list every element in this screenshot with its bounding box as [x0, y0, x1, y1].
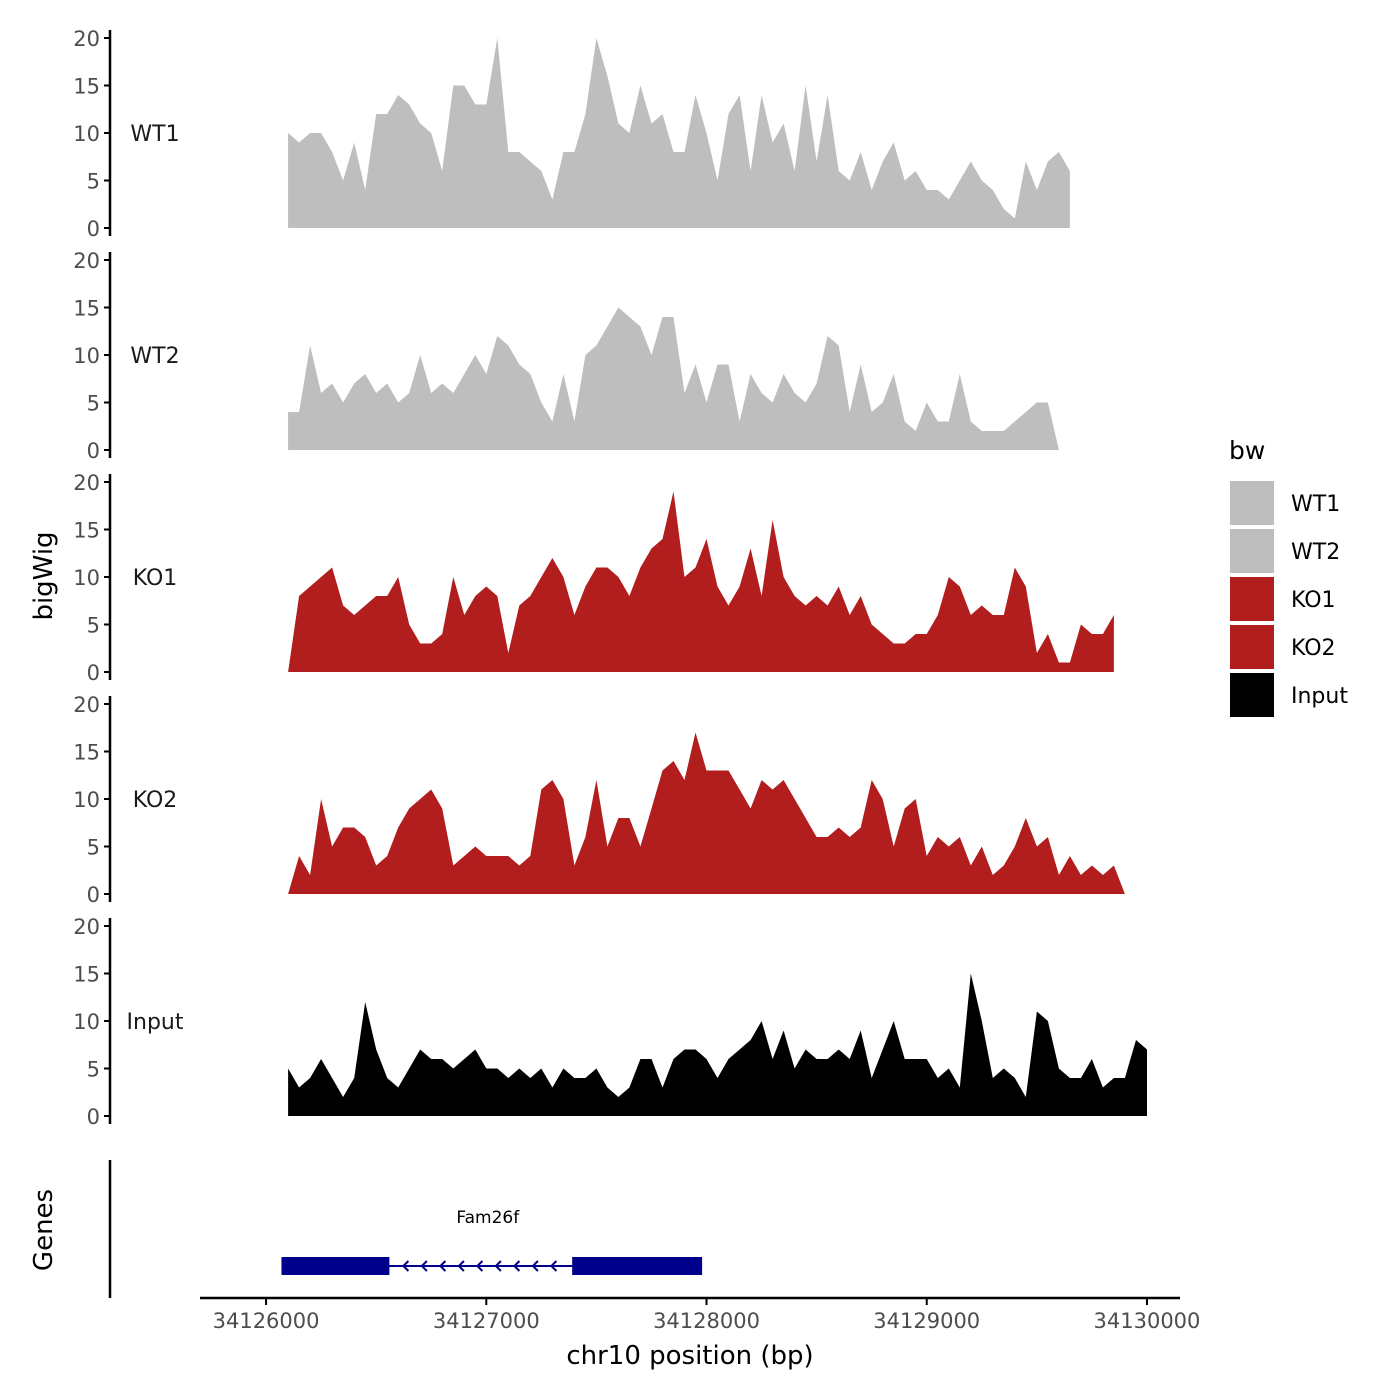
y-tick-label: 10	[73, 1010, 100, 1034]
legend-title: bw	[1229, 436, 1265, 465]
y-tick-label: 15	[73, 297, 100, 321]
y-tick-label: 20	[73, 693, 100, 717]
track-wt2: 0 5 10 15 20 WT2	[73, 249, 1059, 463]
y-tick-label: 5	[87, 170, 100, 194]
y-tick-label: 5	[87, 392, 100, 416]
legend-entry-ko1: KO1	[1228, 575, 1336, 623]
legend: bw WT1 WT2 KO1 KO2 Input	[1228, 436, 1348, 719]
legend-swatch	[1228, 527, 1276, 575]
x-tick-label: 34128000	[653, 1309, 760, 1333]
y-tick-label: 0	[87, 1105, 100, 1129]
area-wt1	[288, 38, 1070, 228]
track-label: Input	[127, 1010, 184, 1035]
strand-arrow	[512, 1260, 521, 1272]
track-wt1: 0 5 10 15 20 WT1	[73, 27, 1070, 241]
strand-arrow	[549, 1260, 558, 1272]
strand-arrow	[475, 1260, 484, 1272]
x-axis-title: chr10 position (bp)	[566, 1341, 813, 1371]
track-label: WT1	[130, 122, 179, 147]
genes-panel: Fam26f	[108, 1160, 703, 1298]
y-tick-label: 10	[73, 122, 100, 146]
legend-entry-wt1: WT1	[1228, 479, 1340, 527]
legend-label: WT2	[1291, 540, 1340, 565]
strand-arrow	[494, 1260, 502, 1272]
y-tick-label: 15	[73, 75, 100, 99]
strand-arrow	[531, 1260, 539, 1272]
legend-entry-input: Input	[1228, 671, 1348, 719]
y-tick-label: 10	[73, 788, 100, 812]
genes-axis-title: Genes	[29, 1189, 59, 1271]
area-ko1	[288, 491, 1114, 672]
legend-swatch	[1228, 479, 1276, 527]
y-tick-label: 15	[73, 741, 100, 765]
y-tick-label: 20	[73, 27, 100, 51]
legend-swatch	[1228, 623, 1276, 671]
legend-label: KO2	[1291, 636, 1336, 661]
y-tick-label: 15	[73, 963, 100, 987]
gene-label: Fam26f	[456, 1208, 520, 1228]
x-tick-label: 34130000	[1094, 1309, 1201, 1333]
area-input	[288, 973, 1148, 1116]
legend-label: WT1	[1291, 492, 1340, 517]
gene-fam26f: Fam26f	[281, 1208, 703, 1275]
y-tick-label: 20	[73, 471, 100, 495]
y-axis-title: bigWig	[29, 531, 59, 620]
y-tick-label: 0	[87, 439, 100, 463]
y-tick-label: 0	[87, 217, 100, 241]
track-ko1: 0 5 10 15 20 KO1	[73, 471, 1114, 685]
y-tick-label: 20	[73, 249, 100, 273]
track-panels: 0 5 10 15 20 WT1 0 5 10 15 20 WT2 0 5 10 15 20 KO1 0 5 10 15 2…	[73, 27, 1148, 1129]
y-tick-label: 0	[87, 661, 100, 685]
track-input: 0 5 10 15 20 Input	[73, 915, 1148, 1129]
strand-arrow	[457, 1260, 465, 1272]
area-ko2	[288, 732, 1125, 894]
area-wt2	[288, 307, 1059, 450]
y-tick-label: 5	[87, 836, 100, 860]
track-label: KO1	[133, 566, 178, 591]
strand-arrow	[420, 1260, 428, 1272]
track-label: KO2	[133, 788, 178, 813]
legend-swatch	[1228, 671, 1276, 719]
legend-swatch	[1228, 575, 1276, 623]
x-tick-label: 34129000	[873, 1309, 980, 1333]
y-tick-label: 0	[87, 883, 100, 907]
legend-label: Input	[1291, 684, 1348, 709]
legend-entry-ko2: KO2	[1228, 623, 1336, 671]
y-tick-label: 10	[73, 566, 100, 590]
gene-exon	[572, 1257, 703, 1275]
strand-arrow	[401, 1260, 410, 1272]
strand-arrow	[438, 1260, 447, 1272]
y-tick-label: 10	[73, 344, 100, 368]
legend-label: KO1	[1291, 588, 1336, 613]
y-tick-label: 20	[73, 915, 100, 939]
x-tick-label: 34127000	[433, 1309, 540, 1333]
x-tick-label: 34126000	[213, 1309, 320, 1333]
legend-entry-wt2: WT2	[1228, 527, 1340, 575]
y-tick-label: 5	[87, 614, 100, 638]
gene-exon	[281, 1257, 390, 1275]
track-label: WT2	[130, 344, 179, 369]
x-axis: 34126000 34127000 34128000 34129000 34130000	[200, 1296, 1201, 1333]
y-tick-label: 15	[73, 519, 100, 543]
y-tick-label: 5	[87, 1058, 100, 1082]
track-ko2: 0 5 10 15 20 KO2	[73, 693, 1125, 907]
